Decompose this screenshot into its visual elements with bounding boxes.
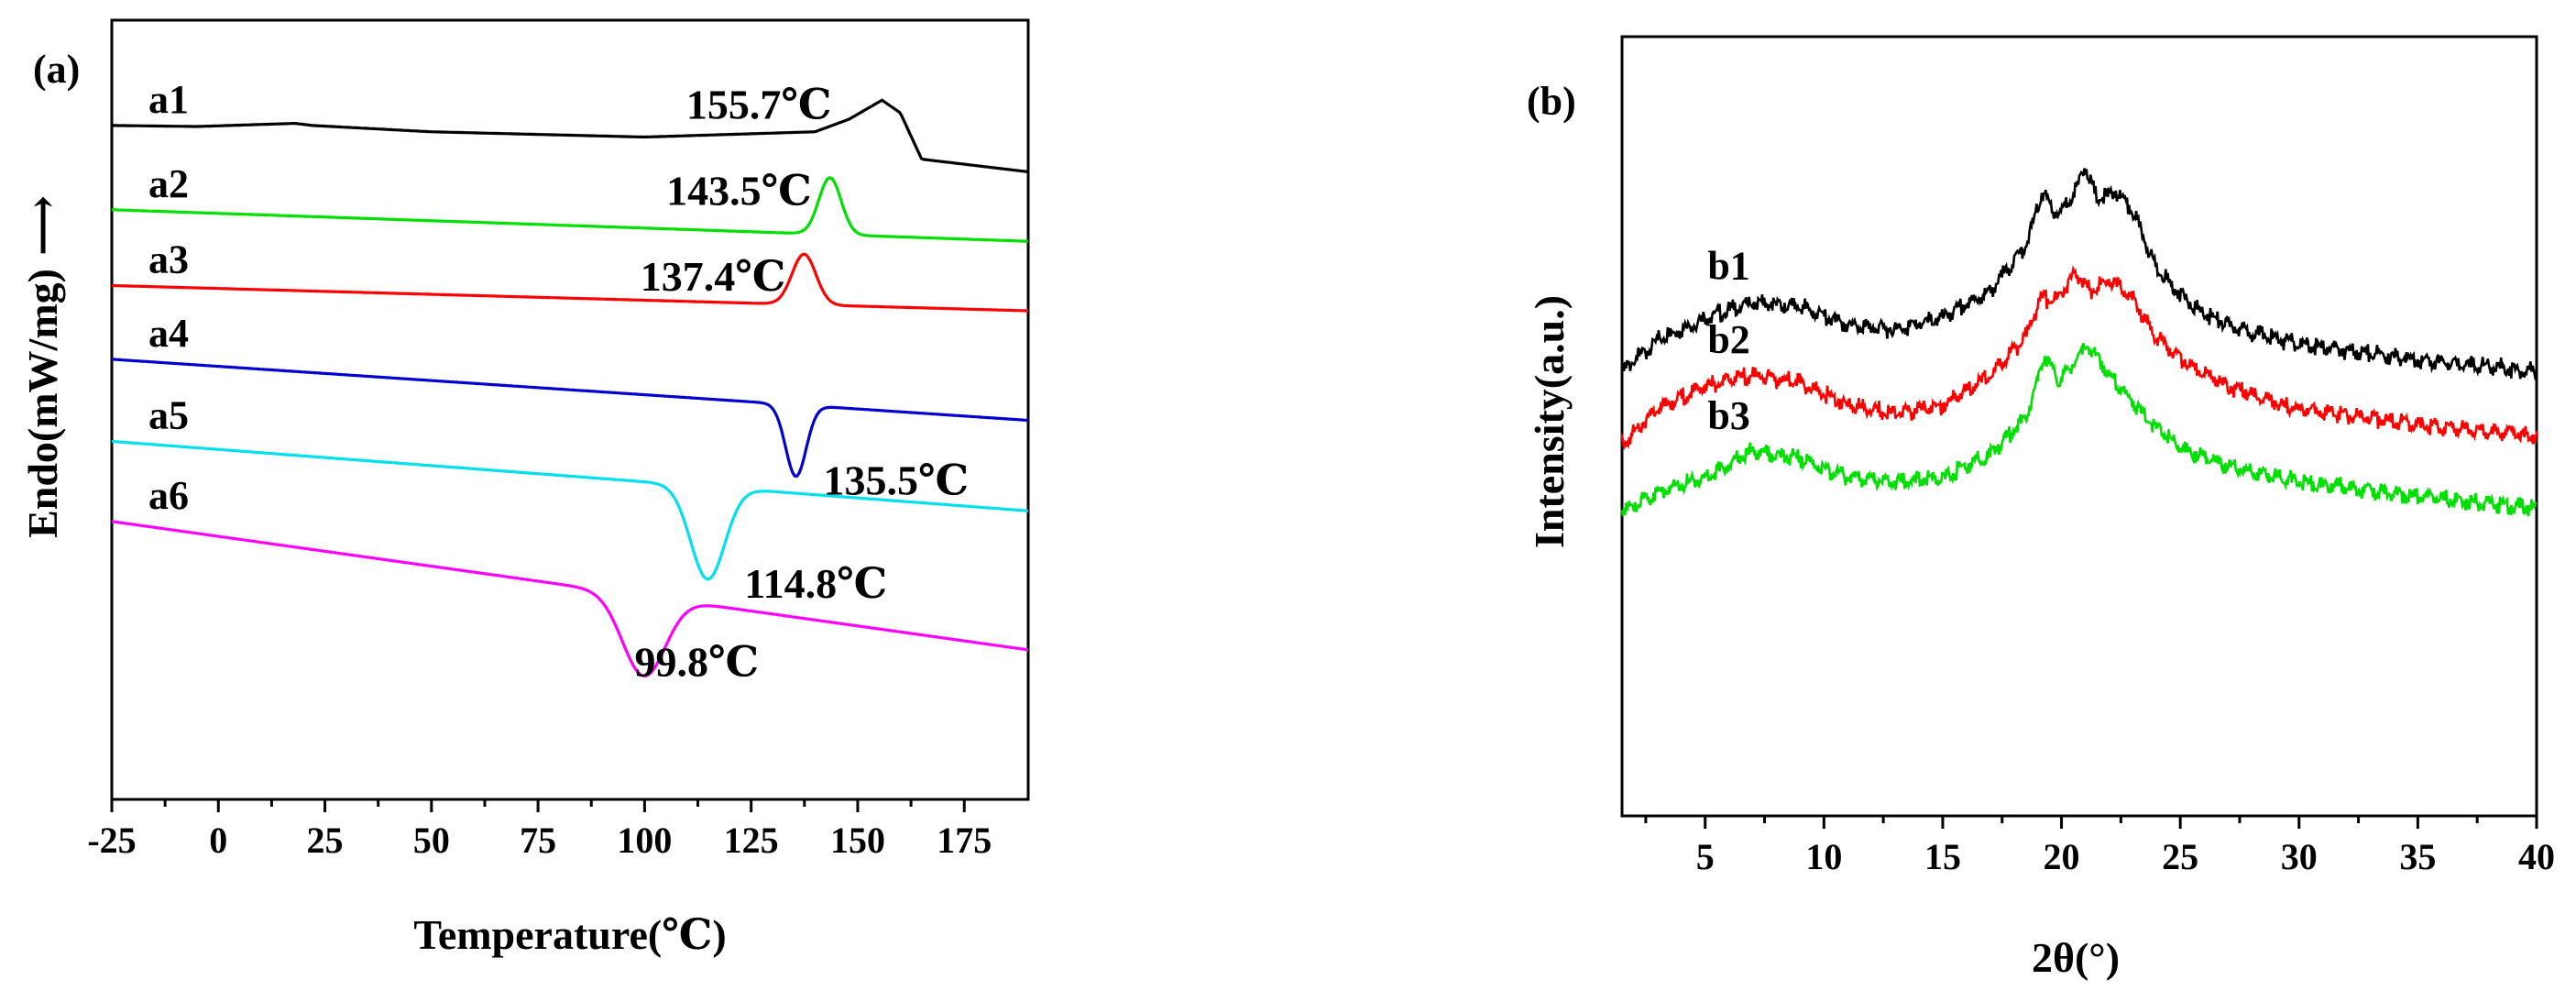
panel-a-peak-annotation: 135.5℃ [824,457,970,504]
panel-a-series-label: a2 [148,161,189,206]
panel-b: (b) 5 10 15 20 25 30 35 40 b1 b2 b3 2θ(°) Intensi… [1526,35,2555,981]
panel-a-y-axis-title-text: Endo(mW/mg) [19,269,66,538]
panel-a-series-labels: a1 155.7℃ a2 143.5℃ a3 137.4℃ a4 135.5℃ a5 114.8℃… [148,77,969,686]
panel-a-curve-a1 [112,98,1029,173]
panel-b-label: (b) [1527,79,1576,124]
panel-a-x-tick-label: 125 [724,820,779,861]
panel-a-peak-annotation: 99.8℃ [634,638,759,685]
panel-a-y-axis-arrow: ⟶ [19,195,66,256]
panel-a-curve-a5 [111,439,1029,581]
panel-a-peak-annotation: 114.8℃ [744,560,887,607]
panel-b-x-ticks: 5 10 15 20 25 30 35 40 [1644,816,2555,877]
panel-a-curve-a4 [111,358,1029,479]
panel-a-x-tick-label: 150 [830,820,885,861]
panel-a-label: (a) [33,47,80,92]
panel-a-x-ticks: -25 0 25 50 75 100 125 150 175 [87,799,992,861]
panel-a-series-label: a5 [148,392,189,437]
panel-a-series-label: a4 [148,311,189,356]
panel-b-series [1620,168,2538,517]
panel-b-x-tick-label: 30 [2281,836,2318,877]
panel-a-peak-annotation: 137.4℃ [641,253,786,300]
panel-b-x-tick-label: 20 [2044,836,2080,877]
panel-a-series-label: a3 [148,237,189,281]
panel-b-x-axis-title: 2θ(°) [2032,934,2120,981]
panel-a-series-label: a6 [148,473,189,518]
panel-a-curve-a2 [112,176,1029,243]
panel-a-y-axis-title-group: Endo(mW/mg) ⟶ [19,195,66,538]
panel-a-peak-annotation: 143.5℃ [666,168,812,215]
panel-a-x-tick-label: 75 [520,820,556,861]
panel-b-plot-frame [1620,35,2538,818]
panel-a-x-axis-title: Temperature(℃) [413,911,726,958]
panel-b-x-tick-label: 25 [2162,836,2198,877]
panel-a-x-tick-label: 25 [307,820,344,861]
panel-b-series-label: b2 [1707,317,1749,362]
panel-b-x-tick-label: 15 [1924,836,1961,877]
panel-a-series [111,98,1029,678]
panel-b-x-tick-label: 40 [2518,836,2555,877]
panel-b-x-tick-label: 10 [1805,836,1842,877]
panel-b-x-tick-label: 35 [2399,836,2436,877]
panel-a: (a) -25 0 25 50 75 100 125 150 175 a1 155.7℃ a2 143… [19,18,1030,958]
panel-a-peak-annotation: 155.7℃ [686,81,832,127]
panel-b-y-axis-title-group: Intensity(a.u.) [1526,295,1573,548]
panel-b-series-label: b3 [1707,393,1749,438]
panel-b-curve-b2 [1620,265,2538,451]
panel-a-curve-a6 [111,520,1029,678]
panel-a-curve-a3 [112,252,1028,313]
panel-b-series-labels: b1 b2 b3 [1707,243,1749,438]
panel-a-x-tick-label: 0 [209,820,227,861]
panel-a-series-label: a1 [148,77,189,122]
panel-a-x-tick-label: -25 [87,820,136,861]
panel-b-x-tick-label: 5 [1696,836,1715,877]
panel-b-y-axis-title: Intensity(a.u.) [1526,295,1573,548]
panel-a-x-tick-label: 175 [937,820,992,861]
panel-a-x-tick-label: 50 [413,820,450,861]
panel-a-plot-frame [110,18,1030,801]
panel-b-curve-b3 [1620,343,2538,517]
panel-a-y-axis-title: Endo(mW/mg) ⟶ [19,195,66,538]
panel-b-series-label: b1 [1707,243,1749,288]
panel-a-x-tick-label: 100 [617,820,672,861]
panel-b-curve-b1 [1620,168,2538,380]
